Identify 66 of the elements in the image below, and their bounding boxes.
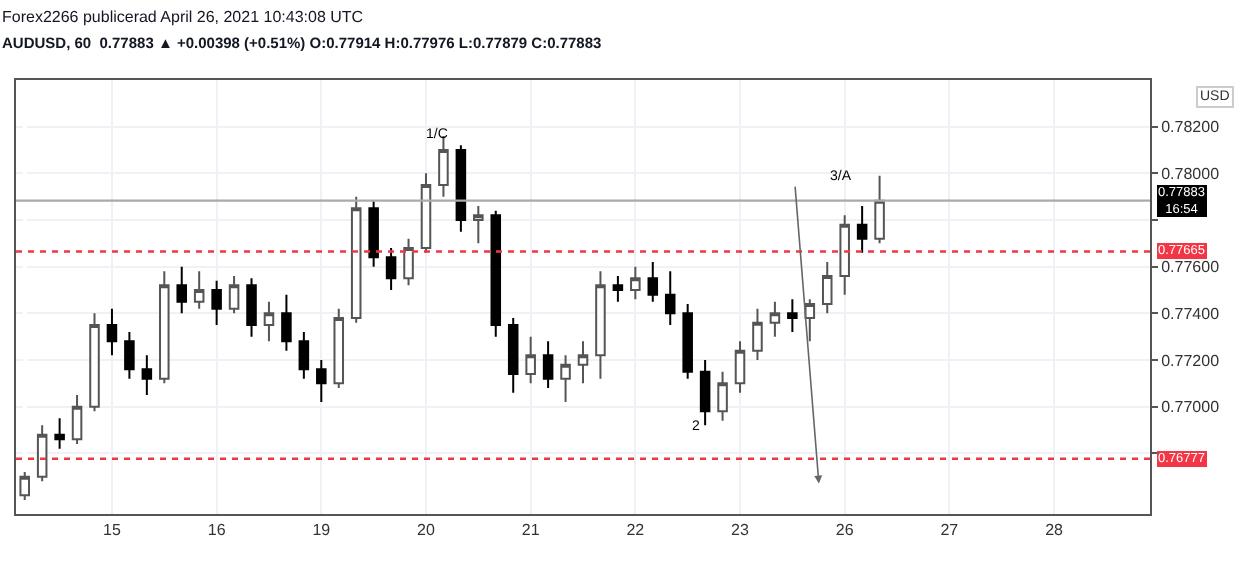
candlestick xyxy=(36,424,48,483)
candlestick xyxy=(106,307,118,357)
candlestick xyxy=(595,270,606,380)
candlestick xyxy=(717,370,728,422)
candlestick xyxy=(804,298,816,343)
candlestick xyxy=(124,331,135,380)
candlestick xyxy=(507,317,519,394)
x-tick-label: 15 xyxy=(103,521,122,540)
candlestick xyxy=(228,275,240,315)
candlestick xyxy=(71,394,83,445)
candlestick xyxy=(525,335,536,385)
candlestick xyxy=(821,261,833,315)
candlestick xyxy=(734,340,746,394)
candlestick xyxy=(473,205,484,245)
x-tick-label: 22 xyxy=(626,521,646,540)
y-tick-label: 0.77600 xyxy=(1161,258,1221,277)
candlestick xyxy=(316,359,327,403)
candlestick xyxy=(542,340,554,389)
candlestick xyxy=(403,237,414,287)
y-tick-label: 0.77000 xyxy=(1161,398,1221,417)
x-tick-label: 28 xyxy=(1045,521,1065,540)
candlestick xyxy=(769,300,781,338)
candlestick xyxy=(438,135,449,198)
x-tick-label: 23 xyxy=(731,521,751,540)
candlestick xyxy=(298,331,310,380)
candlestick xyxy=(333,307,345,389)
candlestick xyxy=(752,307,763,361)
candlestick xyxy=(89,312,100,413)
candlestick xyxy=(874,174,885,245)
candlestick xyxy=(176,265,188,315)
candlestick xyxy=(682,303,693,380)
y-tick-label: 0.78000 xyxy=(1161,164,1221,183)
y-tick-label: 0.78200 xyxy=(1161,118,1221,137)
x-tick-label: 26 xyxy=(835,521,855,540)
candlestick xyxy=(141,354,153,396)
candlestick xyxy=(612,275,624,303)
candlestick xyxy=(54,417,65,450)
candlestick xyxy=(159,270,170,385)
candlestick xyxy=(455,144,467,233)
candlestick xyxy=(647,261,659,303)
candlestick xyxy=(856,205,868,254)
chart-title: Forex2266 publicerad April 26, 2021 10:43:08 UTC xyxy=(2,8,364,26)
candlestick xyxy=(211,279,222,326)
candlestick xyxy=(839,214,850,296)
candlestick xyxy=(281,293,292,352)
candlestick xyxy=(787,298,798,333)
x-tick-label: 16 xyxy=(207,521,227,540)
y-tick-label: 0.77200 xyxy=(1161,351,1221,370)
candlestick xyxy=(246,277,257,338)
candlestick xyxy=(630,265,641,301)
candlestick xyxy=(490,209,502,338)
candlestick xyxy=(385,247,397,291)
x-tick-label: 19 xyxy=(312,521,332,540)
y-tick-label: 0.77400 xyxy=(1161,304,1221,323)
candlestick xyxy=(577,340,589,385)
x-tick-label: 20 xyxy=(417,521,436,540)
x-tick-label: 21 xyxy=(521,521,541,540)
candlestick xyxy=(193,270,205,310)
candlestick xyxy=(420,172,432,254)
candlestick xyxy=(368,200,379,268)
candlestick xyxy=(350,195,362,324)
candlestick xyxy=(263,300,275,343)
candlestick xyxy=(560,354,571,403)
x-tick-label: 27 xyxy=(940,521,960,540)
candlestick xyxy=(699,359,711,427)
candlestick xyxy=(664,270,676,326)
